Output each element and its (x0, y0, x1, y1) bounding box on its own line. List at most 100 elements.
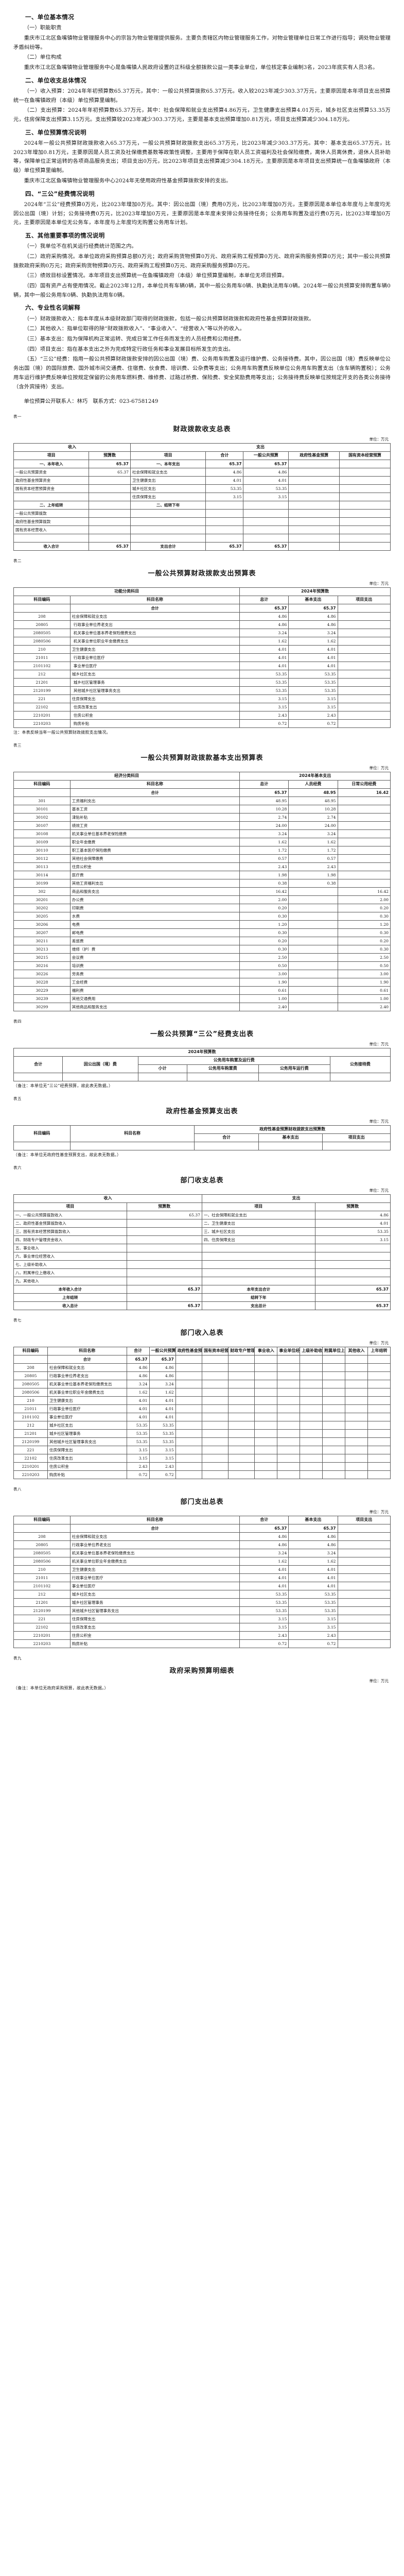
td-subject-code: 2080506 (13, 636, 71, 646)
th-fund-budget-group: 政府性基金预算财政拨款支出预算数 (194, 1125, 391, 1134)
td-expense-fund (288, 467, 340, 477)
td-subject-code: 30299 (13, 1002, 71, 1011)
td-personnel: 0.38 (288, 878, 338, 888)
td-personnel (288, 895, 338, 904)
table-row: 2120199 其他城乡社区管理事务支出 53.35 53.35 (13, 1606, 391, 1615)
table-row: 六、事业单位经营收入 (13, 1251, 391, 1261)
table-row: 208 社会保障和就业支出 4.86 4.86 (13, 612, 391, 621)
td-subject-code: 30239 (13, 994, 71, 1003)
td-subject-code: 30113 (13, 862, 71, 871)
th-expense-group: 支出 (130, 443, 391, 452)
td-income-value (89, 500, 131, 510)
td-basic: 4.86 (288, 1532, 338, 1541)
th-project-expenditure: 项目支出 (337, 595, 391, 604)
td-basic: 65.37 (288, 603, 338, 613)
td-value-2 (175, 1453, 202, 1463)
td-expense-value: 4.86 (314, 1210, 391, 1219)
table-8-index: 表八 (13, 1486, 22, 1492)
th-2024-budget-figure: 2024年预算数 (13, 1047, 391, 1057)
heading-1-2: （二）单位构成 (24, 54, 62, 61)
table-6-column-header: 项目 预算数 项目 预算数 (13, 1202, 391, 1211)
table-row: 210 卫生健康支出 4.01 4.01 (13, 1396, 391, 1405)
td-personnel (288, 903, 338, 912)
td-income-item (13, 492, 90, 501)
th-income-item: 项目 (13, 1202, 127, 1211)
td-subject-name: 住房改革支出 (69, 1622, 240, 1632)
td-value-8 (322, 1363, 346, 1372)
td-total: 3.15 (239, 1614, 289, 1623)
td-value-6 (277, 1412, 301, 1421)
td-personnel: 24.00 (288, 821, 338, 830)
td-value-6 (277, 1462, 301, 1471)
td-value-4 (228, 1396, 255, 1405)
table-row: 21201 城乡社区管理事务 53.35 53.35 (13, 1429, 391, 1438)
td-total: 1.72 (239, 845, 289, 855)
td-subject-code: 2080505 (13, 1379, 48, 1388)
td-subject-name: 社会保障和就业支出 (69, 1532, 240, 1541)
table-row: 一、一般公共预算拨款收入 65.37 一、社会保障和就业支出 4.86 (13, 1210, 391, 1219)
td-subject-code: 30207 (13, 928, 71, 937)
td-personnel: 2.74 (288, 812, 338, 822)
td-subject-code: 30201 (13, 895, 71, 904)
td-project (337, 1565, 391, 1574)
td-expense-item: 一、社会保障和就业支出 (201, 1210, 315, 1219)
td-subject-code: 30202 (13, 903, 71, 912)
td-value-1: 4.86 (149, 1371, 176, 1380)
td-value-2 (175, 1437, 202, 1446)
td-expense-total-label: 支出总计 (201, 1301, 315, 1310)
td-value-8 (322, 1470, 346, 1479)
td-personnel (288, 911, 338, 921)
td-project (337, 620, 391, 629)
td-expense-general: 4.86 (243, 467, 289, 477)
td-subject-code: 208 (13, 1363, 48, 1372)
td-expense-item: 二、结转下年 (130, 500, 206, 510)
td-income-item: 一、一般公共预算拨款收入 (13, 1210, 127, 1219)
td-value-7 (300, 1445, 323, 1454)
td-total: 2.50 (239, 953, 289, 962)
td-subject-name: 机关事业单位基本养老保险缴费支出 (47, 1379, 127, 1388)
td-value-4 (228, 1420, 255, 1430)
td-expense-fund (288, 500, 340, 510)
td-value-8 (322, 1379, 346, 1388)
td-basic: 53.35 (288, 1606, 338, 1615)
table-row: 一般公共预算资金 65.37 社会保障和就业支出 4.86 4.86 (13, 467, 391, 477)
td-value-10 (367, 1354, 391, 1364)
td-subject-name: 行政事业单位养老支出 (69, 1540, 240, 1549)
td-total: 2.74 (239, 812, 289, 822)
td-subject-code: 2210201 (13, 1462, 48, 1471)
td-subject-code: 30226 (13, 969, 71, 978)
td-value-8 (322, 1462, 346, 1471)
td-value-3 (201, 1420, 229, 1430)
th-subject-name: 科目名称 (69, 779, 240, 789)
td-income-total-label: 收入合计 (13, 541, 90, 551)
td-income-item: 国有资本经营收入 (13, 525, 90, 534)
td-subject-code: 30228 (13, 977, 71, 987)
paragraph-4-1: 2024年“三公”经费预算0万元，比2023年增加0万元。其中：因公出国（境）费… (13, 201, 391, 226)
td-value-3 (201, 1371, 229, 1380)
td-basic: 4.01 (288, 1581, 338, 1590)
td-subject-code: 2080506 (13, 1556, 71, 1566)
td-value-4 (228, 1470, 255, 1479)
table-row: 2210201 住房公积金 2.43 2.43 (13, 1462, 391, 1471)
td-subject-name: 购房补贴 (69, 719, 240, 728)
th-soe-budget: 国有资本经营预算 (339, 451, 391, 460)
td-expense-item: 一、本年支出 (130, 459, 206, 468)
td-value-6 (277, 1404, 301, 1413)
td-value-2 (175, 1420, 202, 1430)
td-income-item: 一般公共预算资金 (13, 467, 90, 477)
td-value-1: 1.62 (149, 1387, 176, 1397)
table-4-body (13, 1072, 391, 1081)
td-subject-code: 30205 (13, 911, 71, 921)
table-row: 21011 行政事业单位医疗 4.01 4.01 (13, 653, 391, 662)
td-expense-item (201, 1276, 315, 1285)
td-value-4 (228, 1412, 255, 1421)
td-public-expense (337, 829, 391, 838)
td-basic: 4.86 (288, 1540, 338, 1549)
td-expense-soe (339, 476, 391, 485)
td-expense-total-value: 65.37 (314, 1301, 391, 1310)
td-subject-name: 事业单位医疗 (69, 661, 240, 670)
td-public-expense (337, 845, 391, 855)
td-subject-name: 医疗费 (69, 870, 240, 879)
td-value-7 (300, 1379, 323, 1388)
td-value-1: 3.24 (149, 1379, 176, 1388)
